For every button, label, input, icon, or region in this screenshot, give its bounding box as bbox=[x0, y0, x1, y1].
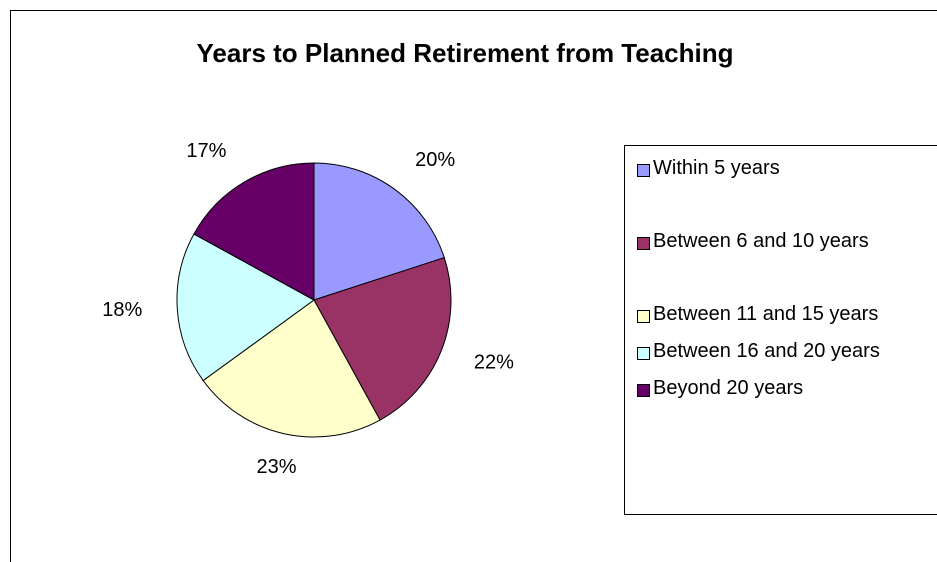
legend-label: Within 5 years bbox=[653, 157, 780, 179]
legend-swatch bbox=[637, 347, 650, 360]
data-label: 23% bbox=[256, 456, 296, 478]
legend-item: Within 5 years bbox=[625, 152, 933, 185]
pie-slice bbox=[176, 233, 315, 382]
data-label: 17% bbox=[186, 140, 226, 162]
legend-swatch bbox=[637, 164, 650, 177]
pie-slice bbox=[313, 162, 445, 301]
data-label: 20% bbox=[415, 149, 455, 171]
legend: Within 5 years Between 6 and 10 years Betw… bbox=[624, 145, 937, 515]
pie-slice bbox=[313, 257, 452, 421]
legend-item: Between 6 and 10 years bbox=[625, 225, 933, 258]
legend-label: Between 6 and 10 years bbox=[653, 230, 869, 252]
data-label: 18% bbox=[102, 299, 142, 321]
chart-border bbox=[10, 10, 937, 562]
pie-slice bbox=[202, 299, 381, 438]
legend-item: Beyond 20 years bbox=[625, 372, 933, 405]
legend-swatch bbox=[637, 237, 650, 250]
data-label: 22% bbox=[474, 352, 514, 374]
legend-item: Between 11 and 15 years bbox=[625, 298, 933, 331]
legend-swatch bbox=[637, 384, 650, 397]
legend-label: Beyond 20 years bbox=[653, 377, 804, 399]
legend-label: Between 16 and 20 years bbox=[653, 340, 880, 362]
legend-item: Between 16 and 20 years bbox=[625, 335, 933, 368]
legend-swatch bbox=[637, 310, 650, 323]
chart-title: Years to Planned Retirement from Teachin… bbox=[197, 38, 734, 68]
legend-label: Between 11 and 15 years bbox=[653, 303, 879, 325]
pie-slice bbox=[193, 162, 315, 301]
